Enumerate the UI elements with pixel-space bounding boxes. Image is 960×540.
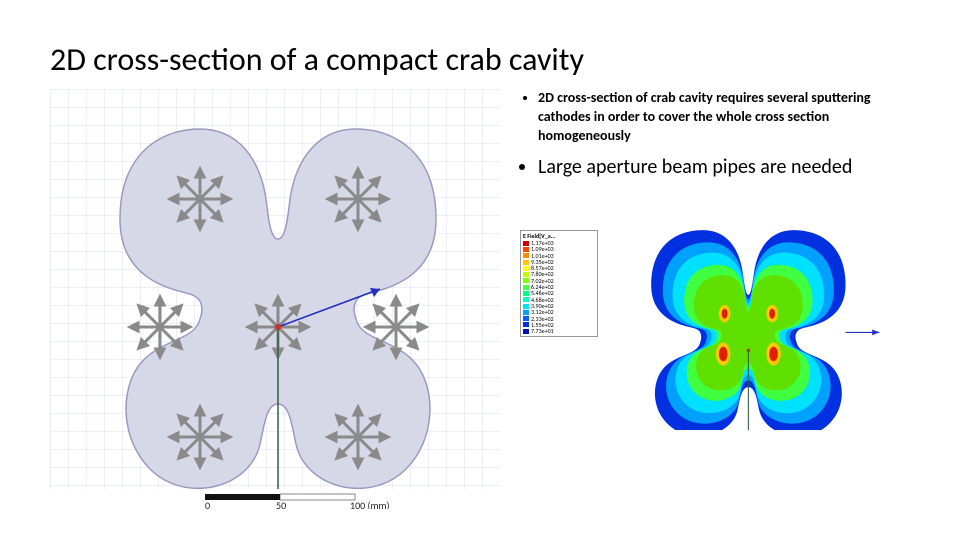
crab-cavity-cross-section-figure: 0 50 100 (mm) bbox=[50, 89, 500, 509]
scale-bar: 0 50 100 (mm) bbox=[205, 494, 390, 509]
sputter-cathode-icon bbox=[170, 407, 230, 467]
sputter-cathode-icon bbox=[130, 297, 190, 357]
content-row: 0 50 100 (mm) 2D cross-section of crab c… bbox=[50, 89, 910, 509]
field-simulation-figure: E Field[V_a... 1.17e+031.09e+031.01e+039… bbox=[520, 220, 900, 430]
scale-start: 0 bbox=[205, 499, 210, 509]
bullet-2: Large aperture beam pipes are needed bbox=[538, 154, 910, 180]
scale-end: 100 (mm) bbox=[350, 499, 390, 509]
sputter-cathode-icon bbox=[328, 169, 388, 229]
right-column: 2D cross-section of crab cavity requires… bbox=[520, 89, 910, 509]
sputter-cathode-icon bbox=[366, 297, 426, 357]
slide: 2D cross-section of a compact crab cavit… bbox=[0, 0, 960, 540]
crab-cavity-svg: 0 50 100 (mm) bbox=[50, 89, 500, 509]
sputter-cathode-icon bbox=[170, 169, 230, 229]
sputter-cathode-icon bbox=[328, 407, 388, 467]
origin-marker bbox=[275, 324, 281, 330]
bullet-1: 2D cross-section of crab cavity requires… bbox=[538, 89, 910, 146]
bullet-list: 2D cross-section of crab cavity requires… bbox=[520, 89, 910, 180]
scale-mid: 50 bbox=[276, 499, 286, 509]
page-title: 2D cross-section of a compact crab cavit… bbox=[50, 40, 910, 79]
field-svg bbox=[520, 220, 900, 430]
